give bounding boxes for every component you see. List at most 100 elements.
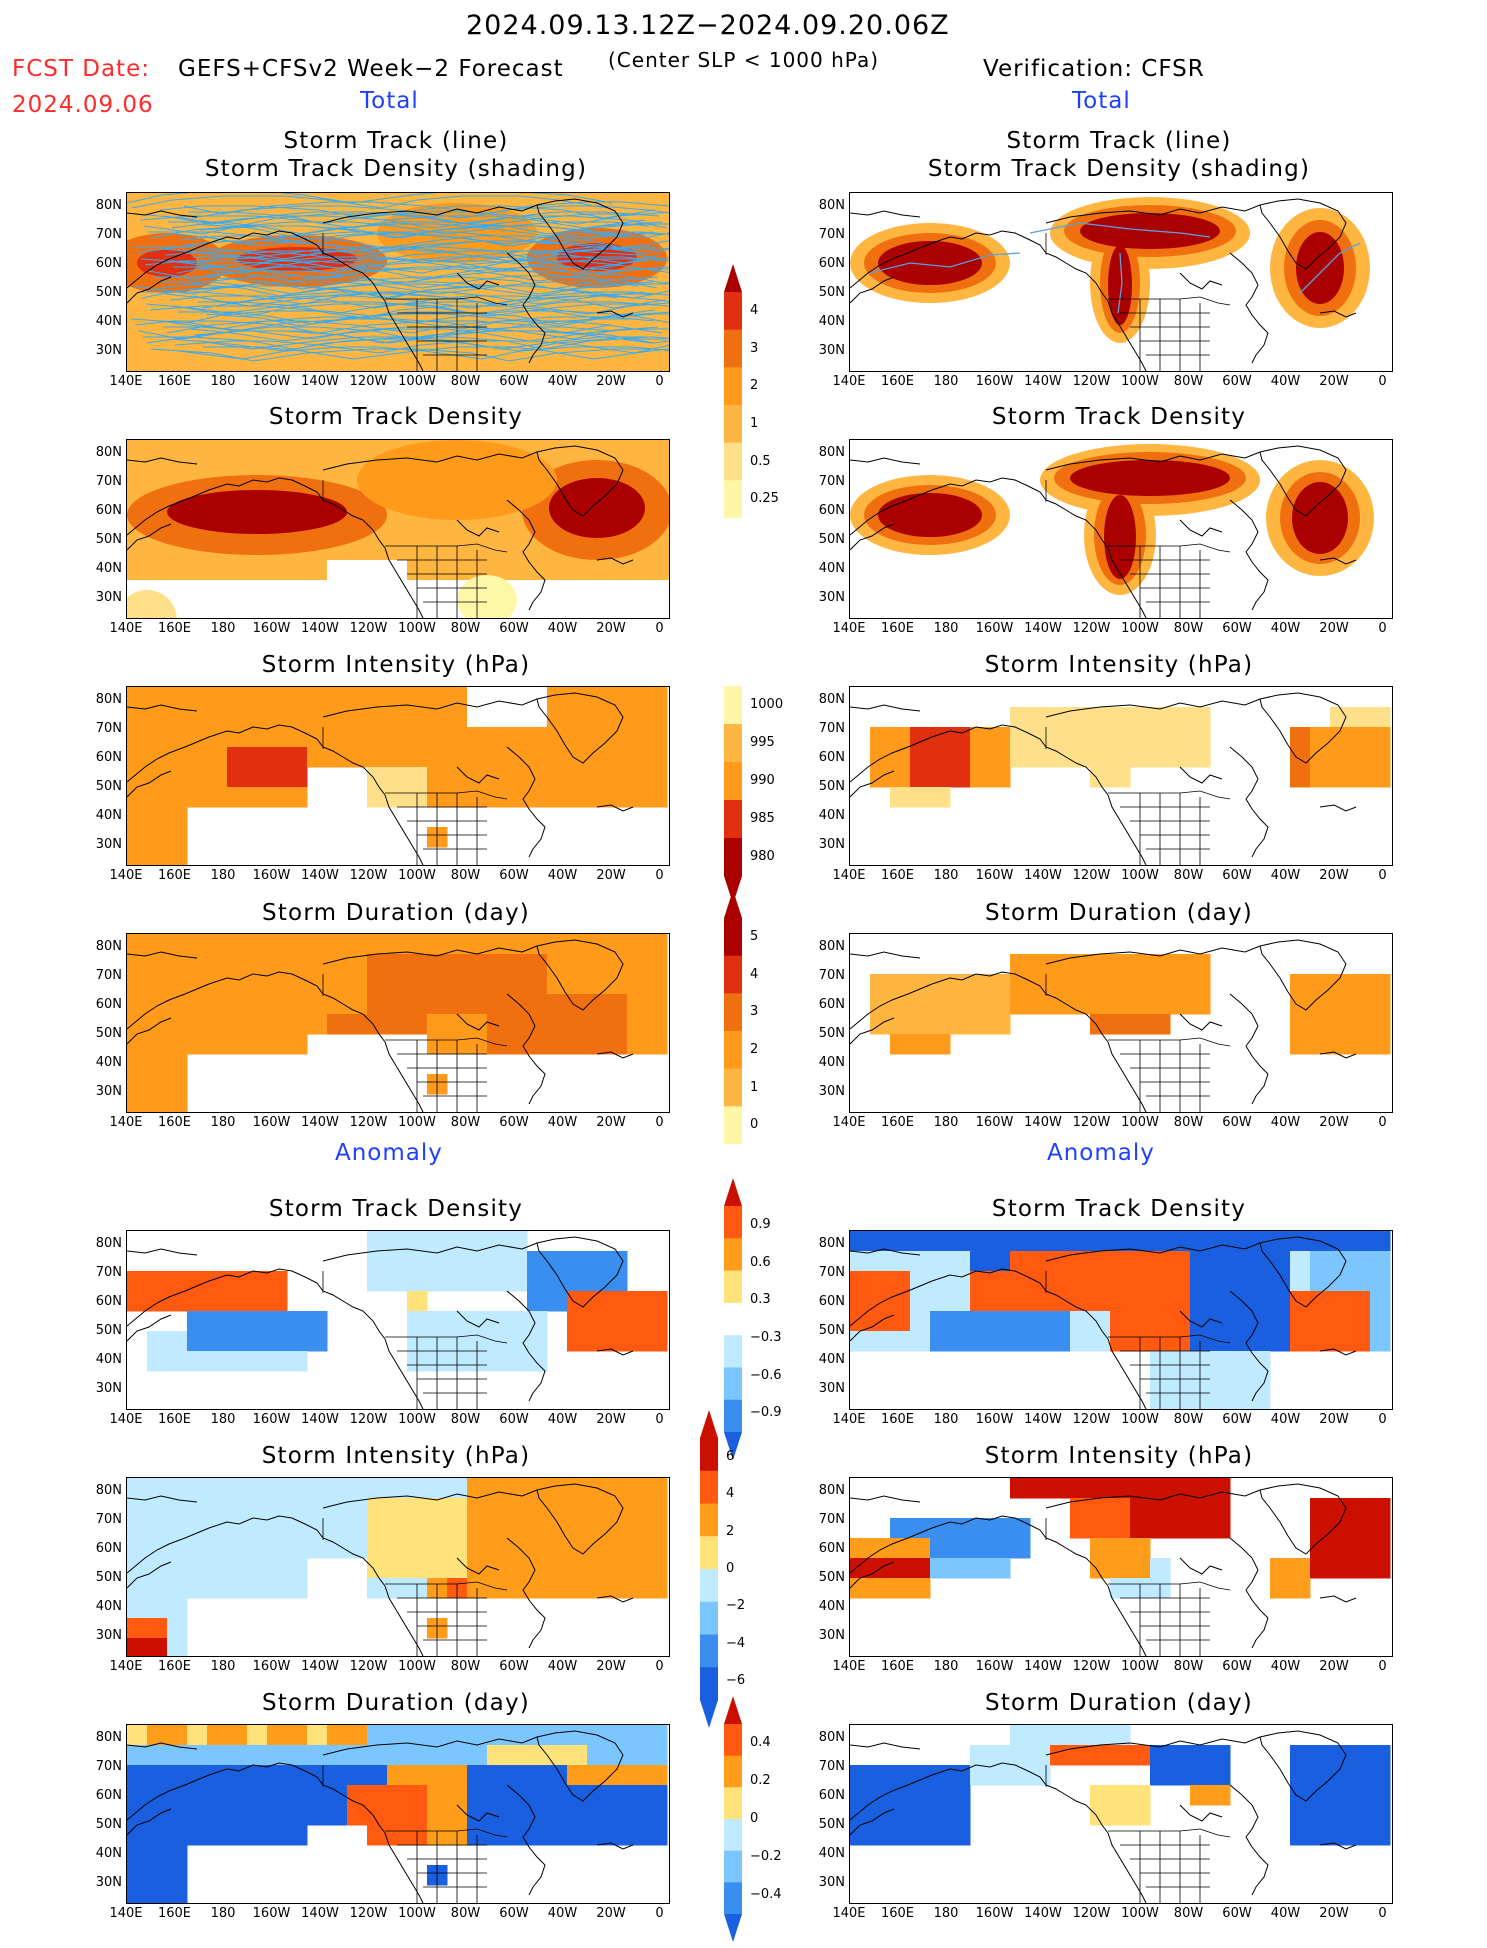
- shade-cell: [467, 954, 488, 975]
- lon-tick-label: 20W: [596, 1906, 626, 1921]
- coastline: [1259, 1483, 1347, 1555]
- shade-cell: [527, 767, 548, 788]
- shade-cell: [347, 1725, 368, 1746]
- shade-cell: [930, 1251, 951, 1272]
- shade-cell: [547, 767, 568, 788]
- shade-cell: [627, 1805, 648, 1826]
- lon-tick-label: 160E: [157, 868, 192, 883]
- shade-cell: [327, 1785, 348, 1806]
- shade-cell: [567, 974, 588, 995]
- shade-cell: [1150, 994, 1171, 1015]
- shade-cell: [407, 994, 428, 1015]
- lon-tick-label: 0: [655, 1412, 664, 1427]
- storm-track-line: [144, 260, 621, 274]
- shade-cell: [267, 934, 288, 955]
- shade-cell: [167, 954, 188, 975]
- coastline: [127, 1495, 198, 1503]
- shade-cell: [427, 747, 448, 768]
- shade-cell: [647, 1578, 668, 1599]
- shade-cell: [990, 1014, 1011, 1035]
- shade-cell: [1110, 1231, 1131, 1252]
- shade-cell: [587, 1498, 608, 1519]
- shade-cell: [1170, 1231, 1191, 1252]
- lon-tick-label: 60W: [499, 1115, 529, 1130]
- shade-cell: [427, 727, 448, 748]
- shade-cell: [127, 1034, 148, 1055]
- shade-cell: [1190, 954, 1211, 975]
- lon-tick-label: 120W: [1072, 1906, 1111, 1921]
- shade-cell: [247, 747, 268, 768]
- shade-cell: [147, 787, 168, 808]
- shade-cell: [227, 1034, 248, 1055]
- shade-cell: [507, 787, 528, 808]
- lon-tick-label: 0: [1378, 1115, 1387, 1130]
- shade-cell: [1130, 1805, 1151, 1826]
- shade-cell: [187, 1331, 208, 1352]
- shade-cell: [587, 1765, 608, 1786]
- shade-cell: [487, 707, 508, 728]
- lon-tick-label: 80W: [1173, 1659, 1204, 1674]
- shade-cell: [1150, 727, 1171, 748]
- storm-track-line: [127, 193, 613, 204]
- shade-cell: [547, 1014, 568, 1035]
- political-border: [397, 1844, 487, 1888]
- shade-cell: [467, 1765, 488, 1786]
- lon-tick-label: 120W: [1072, 868, 1111, 883]
- colorbar-segment: [724, 1106, 742, 1145]
- storm-track-line: [1029, 222, 1211, 238]
- lat-tick-label: 50N: [95, 1570, 122, 1585]
- shade-cell: [427, 1478, 448, 1499]
- lat-tick-label: 70N: [818, 1265, 845, 1280]
- map-fcst-track: [126, 192, 670, 372]
- shade-cell: [127, 1538, 148, 1559]
- shade-cell: [487, 1311, 508, 1332]
- shade-cell: [1150, 747, 1171, 768]
- shade-cell: [487, 934, 508, 955]
- lon-tick-label: 40W: [547, 374, 578, 389]
- lon-tick-label: 60W: [1222, 1659, 1252, 1674]
- colorbar-segment: [700, 1569, 718, 1603]
- shade-cell: [527, 727, 548, 748]
- shade-cell: [850, 1805, 871, 1826]
- political-border: [416, 1040, 478, 1112]
- lon-tick-label: 80W: [1173, 1115, 1204, 1130]
- colorbar-tick-label: 2: [750, 378, 759, 394]
- shade-cell: [367, 1558, 388, 1579]
- shade-cell: [1190, 1478, 1211, 1499]
- coastline: [1179, 272, 1223, 290]
- shade-cell: [487, 1785, 508, 1806]
- political-border: [1120, 1597, 1210, 1641]
- shade-cell: [387, 707, 408, 728]
- shade-cell: [970, 1231, 991, 1252]
- shade-cell: [247, 1351, 268, 1372]
- lon-tick-label: 160W: [252, 621, 291, 636]
- coastline: [850, 477, 1109, 549]
- coastline: [506, 746, 546, 858]
- shade-cell: [1090, 1558, 1111, 1579]
- shade-cell: [567, 1271, 588, 1292]
- shade-cell: [247, 994, 268, 1015]
- shade-cell: [387, 747, 408, 768]
- shade-cell: [1090, 1231, 1111, 1252]
- shade-cell: [1090, 747, 1111, 768]
- shade-cell: [1370, 767, 1391, 788]
- shade-cell: [447, 1538, 468, 1559]
- political-border: [1120, 1053, 1210, 1097]
- shade-cell: [367, 974, 388, 995]
- shade-cell: [547, 1558, 568, 1579]
- shade-cell: [467, 1478, 488, 1499]
- shade-cell: [1090, 1725, 1111, 1746]
- shade-cell: [1210, 1311, 1231, 1332]
- shade-cell: [1330, 974, 1351, 995]
- shade-cell: [1130, 1518, 1151, 1539]
- shade-cell: [247, 1518, 268, 1539]
- shade-cell: [527, 1331, 548, 1352]
- shade-cell: [1330, 747, 1351, 768]
- shade-cell: [567, 954, 588, 975]
- shade-cell: [1130, 1745, 1151, 1766]
- coastline: [1229, 252, 1269, 364]
- shade-cell: [1330, 1331, 1351, 1352]
- shade-cell: [607, 1765, 628, 1786]
- lat-tick-label: 70N: [95, 227, 122, 242]
- shade-cell: [247, 1725, 268, 1746]
